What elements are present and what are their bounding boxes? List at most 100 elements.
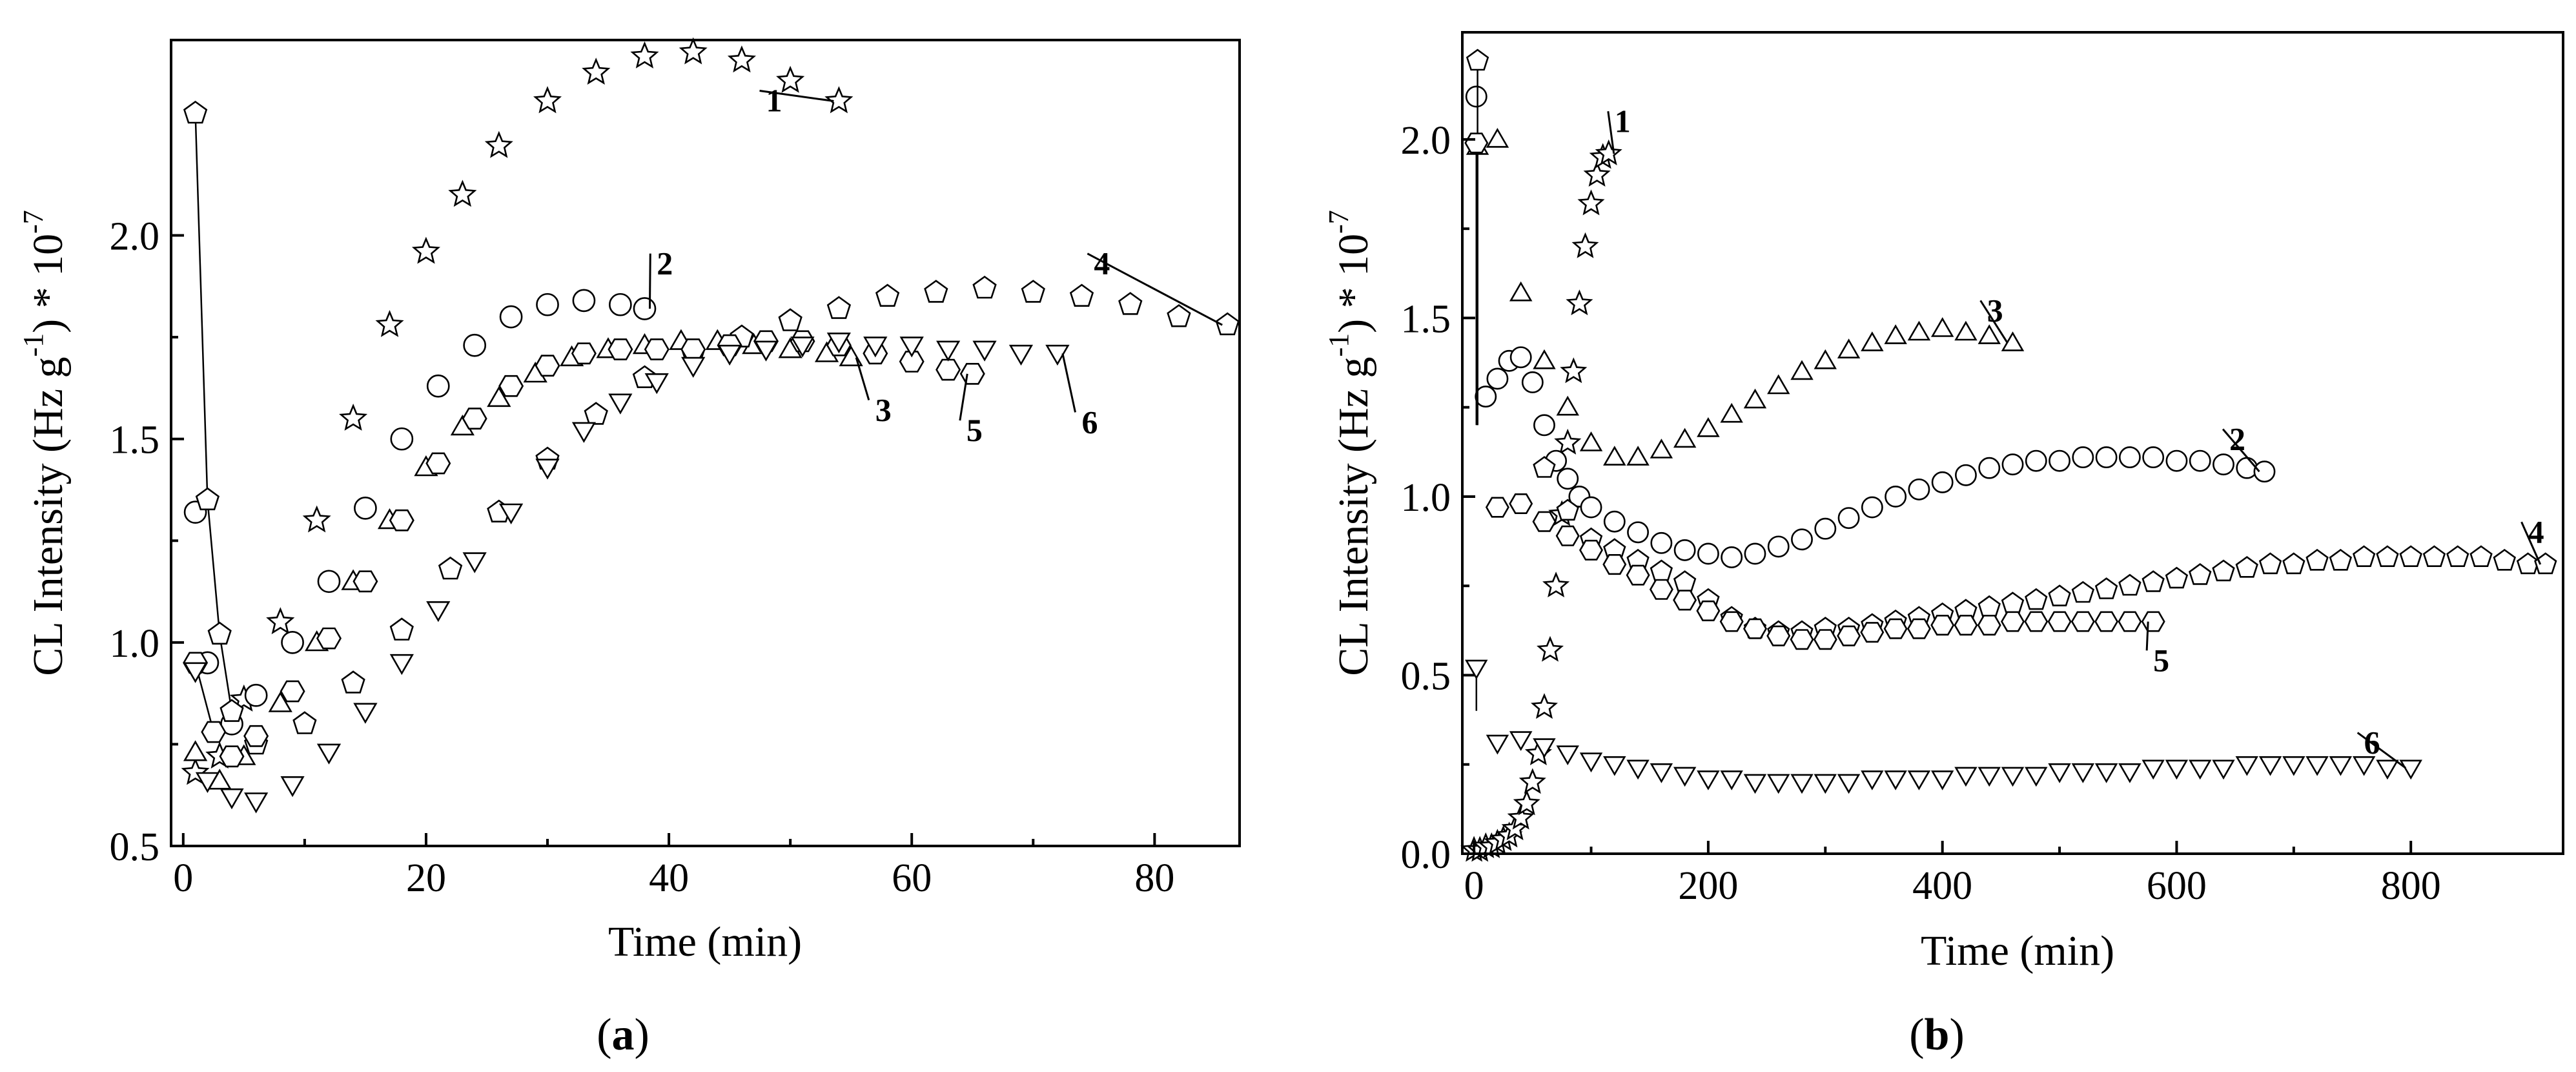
chart-a-series-1-point — [266, 607, 295, 635]
chart-b-series-6-point — [2235, 756, 2258, 776]
chart-b-series-6-point — [1767, 774, 1790, 794]
chart-a-series-6-label: 6 — [1082, 404, 1098, 440]
chart-b-panel-label: (b) — [1909, 1010, 1965, 1060]
chart-b-series-2-point — [1908, 478, 1930, 500]
chart-a-ylabel-mid: ) * 10 — [25, 234, 72, 333]
chart-b-series-2-point — [1557, 468, 1579, 490]
chart-b-series-2-point — [1721, 546, 1743, 568]
chart-b-series-2-point — [1475, 386, 1497, 408]
chart-a-series-4-point — [875, 283, 900, 307]
chart-b-series-3-point — [1767, 374, 1790, 395]
chart-a-series-5-point — [280, 680, 305, 703]
chart-a-series-6-point — [571, 422, 597, 443]
chart-b-series-6-point — [2376, 759, 2399, 780]
chart-b-series-1-point — [1507, 803, 1535, 830]
chart-b-series-2-point — [2025, 449, 2047, 472]
chart-a-series-4-point — [207, 621, 232, 645]
chart-a-series-6-point — [826, 332, 851, 354]
chart-b-series-6-point — [1465, 659, 1488, 680]
chart-b-y-tick-label: 2.0 — [1401, 119, 1451, 163]
chart-b-series-5-point — [2141, 611, 2165, 632]
chart-b-series-2-point — [2213, 453, 2234, 476]
chart-a-series-6-point — [753, 340, 779, 362]
chart-a-x-tick-label: 0 — [173, 856, 193, 900]
chart-b-series-6-point — [2399, 759, 2422, 780]
chart-b-series-4-point — [1556, 499, 1579, 521]
chart-a-series-2-point — [572, 289, 596, 313]
chart-a-series-4-trace — [194, 113, 233, 712]
chart-b-series-3-leader — [1979, 300, 2009, 344]
chart-a-series-4-point — [584, 402, 608, 425]
chart-b-series-4-point — [2422, 545, 2446, 568]
chart-b-series-6-point — [2212, 759, 2235, 780]
chart-a-ticks: 0 20 40 60 80 0.5 1.0 1.5 2.0 — [110, 215, 1175, 900]
chart-b-series-1-point — [1560, 357, 1588, 384]
chart-a-y-tick-label: 2.0 — [110, 215, 160, 259]
chart-b-series-2-point — [1580, 496, 1602, 519]
chart-a-series-5-point — [535, 355, 560, 377]
chart-b-series-5-point — [2000, 611, 2025, 632]
chart-b-series-2-point — [1837, 507, 1860, 530]
chart-b-series-4-point — [2258, 552, 2282, 575]
chart-b-series-2-leader — [2222, 428, 2260, 473]
chart-b-y-axis-title: CL Intensity (Hz g-1) * 10-7 — [1323, 210, 1377, 676]
chart-a-series-6-point — [899, 336, 924, 358]
chart-b-series-3-point — [1790, 360, 1814, 380]
chart-b-series-6-point — [1837, 774, 1861, 794]
chart-b-series-4-point — [2025, 588, 2048, 610]
chart-b-series-5-point — [1626, 564, 1650, 586]
chart-a-series-1-point — [776, 65, 805, 93]
chart-b-series-1-label: 1 — [1615, 103, 1631, 139]
chart-a-series-4-leader — [1087, 253, 1223, 326]
chart-b-series-1-point — [1566, 289, 1593, 316]
chart-a-series-6-leader — [1061, 353, 1076, 413]
chart-a-x-tick-label: 20 — [406, 856, 446, 900]
chart-b-series-5-leader — [2145, 621, 2149, 651]
chart-b-series-6-point — [1603, 756, 1626, 776]
chart-a-series-4-point — [1069, 283, 1094, 307]
chart-a-series-4: 4 — [183, 100, 1240, 755]
chart-a-series-5-point — [959, 362, 985, 385]
chart-b-series-2-point — [2142, 446, 2165, 469]
chart-b-series-2-point — [1978, 457, 2001, 479]
chart-b-series-5-point — [2047, 611, 2072, 632]
chart-b-series-5-point — [1766, 625, 1791, 646]
chart-a-series-1-point — [448, 180, 477, 207]
chart-b-series-5-point — [1509, 493, 1533, 515]
chart-b-series-4-point — [1650, 559, 1673, 582]
chart-a-series-2-label: 2 — [657, 245, 673, 282]
chart-b-series-2-point — [1791, 528, 1813, 551]
chart-b-series-5-point — [1719, 611, 1744, 632]
chart-b-series-5-point — [1602, 553, 1627, 575]
chart-b-series-5-point — [1464, 132, 1489, 154]
chart-a-series-4-point — [1167, 304, 1191, 327]
chart-b-series-3-point — [1603, 446, 1626, 466]
chart-b-y-tick-label: 1.0 — [1401, 476, 1451, 520]
chart-a-series-1-leader — [759, 90, 834, 103]
chart-b-series-6-point — [2165, 759, 2189, 780]
chart-b-series-5-point — [1790, 629, 1814, 650]
chart-b-ylabel-mid: ) * 10 — [1330, 234, 1377, 333]
chart-a-series-1-point — [533, 86, 562, 114]
chart-b-series-2: 2 — [1465, 85, 2276, 568]
chart-b-series-6-point — [1978, 767, 2001, 787]
chart-b-series-2-point — [1955, 464, 1977, 486]
chart-a-series-6-point — [462, 552, 487, 573]
chart-b-series-1-point — [1571, 232, 1599, 258]
chart-a-series-6-point — [790, 336, 815, 358]
chart-b-series-3-point — [1930, 317, 1954, 337]
chart-a-series-6-point — [183, 662, 208, 683]
chart-a-series-1: 1 — [181, 37, 854, 785]
chart-a-series-2-point — [499, 305, 523, 329]
chart-a-series-6-point — [608, 393, 633, 415]
chart-b-series-1-point — [1531, 693, 1559, 719]
chart-a-series-3-point — [268, 691, 292, 712]
chart-a-series-5-point — [462, 407, 487, 430]
chart-b-series-4-point — [2329, 548, 2353, 571]
chart-a-series-3-label: 3 — [875, 392, 892, 428]
chart-a-series-2: 2 — [183, 245, 673, 736]
chart-b-series-4-point — [2446, 545, 2469, 568]
chart-b-series-4-point — [2282, 552, 2305, 575]
chart-a-series-2-point — [608, 293, 632, 316]
chart-a-series-2-point — [354, 496, 377, 520]
